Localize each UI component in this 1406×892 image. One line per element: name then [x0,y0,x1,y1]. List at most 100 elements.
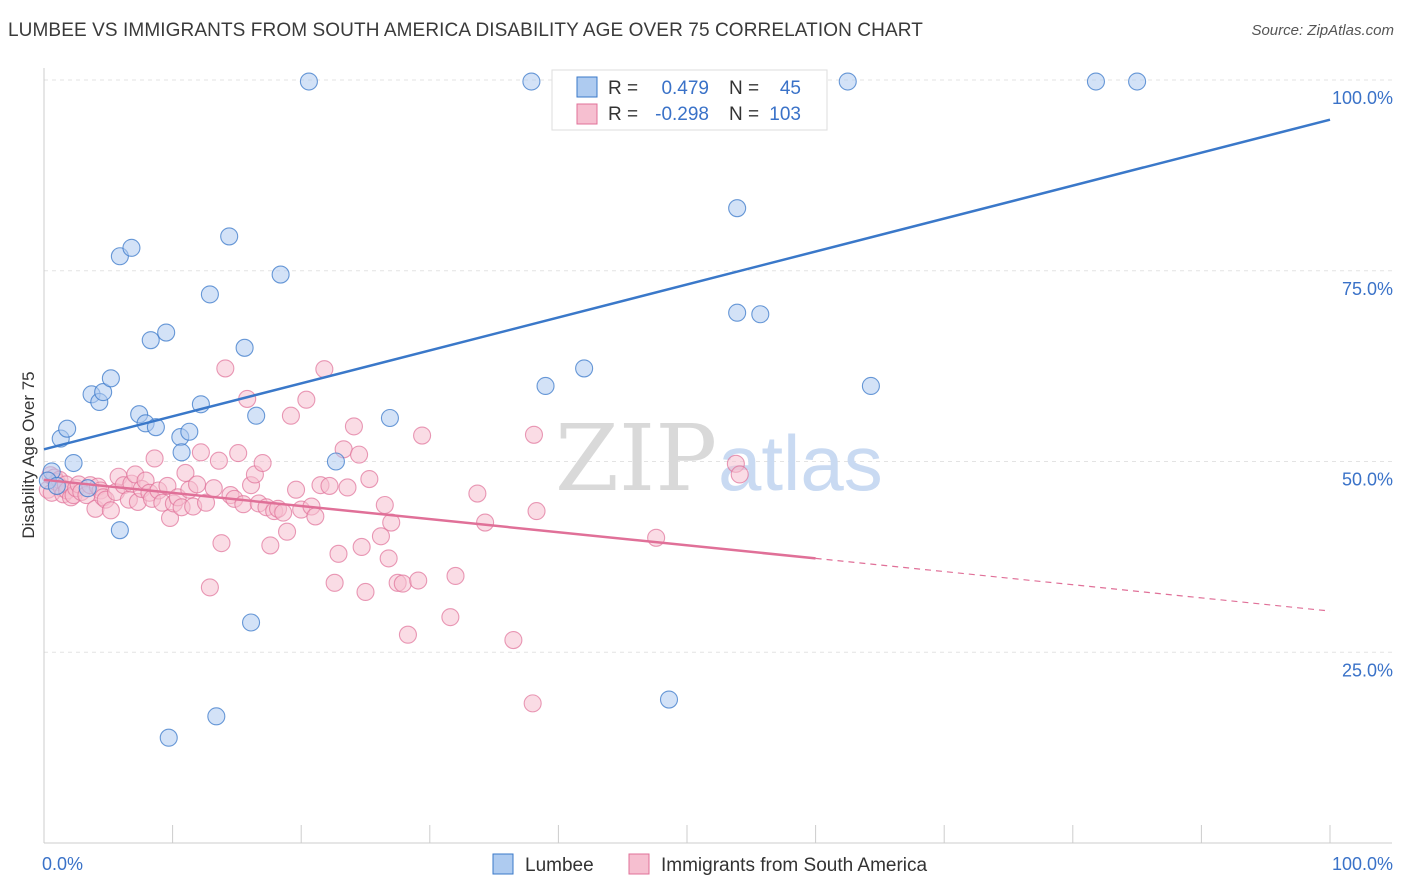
lumbee-point [861,376,880,396]
immigrants-r-value: -0.298 [655,104,709,125]
lumbee-points [38,72,1147,747]
immigrants-point [476,513,495,532]
lumbee-n-label: N = [729,78,759,99]
immigrants-point [413,426,432,445]
lumbee-point [1128,72,1147,91]
lumbee-point [101,369,120,388]
y-tick-label: 50.0% [1342,470,1393,490]
lumbee-point [751,305,770,324]
immigrants-point [344,417,363,436]
chart-title: LUMBEE VS IMMIGRANTS FROM SOUTH AMERICA … [8,20,923,41]
x-tick-label: 0.0% [42,854,83,874]
lumbee-point [728,303,747,322]
series-legend: Lumbee Immigrants from South America [492,853,928,876]
immigrants-point [379,549,398,568]
immigrants-bottom-swatch [628,853,650,875]
lumbee-r-value: 0.479 [661,78,709,99]
lumbee-point [326,452,345,471]
immigrants-point [229,444,248,463]
immigrants-n-value: 103 [769,104,801,125]
lumbee-bottom-label: Lumbee [525,855,594,876]
source-credit: Source: ZipAtlas.com [1251,22,1394,39]
y-axis-label: Disability Age Over 75 [19,371,38,538]
lumbee-legend-swatch [576,76,598,98]
immigrants-point [253,453,272,473]
immigrants-point [398,625,417,644]
immigrants-point [446,566,465,586]
lumbee-point [64,453,83,473]
immigrants-point [297,390,316,409]
immigrants-point [375,495,394,515]
immigrants-bottom-label: Immigrants from South America [661,855,928,876]
immigrants-point [187,475,207,494]
lumbee-point [536,376,555,396]
immigrants-point [101,501,120,520]
immigrants-trend-line [43,478,816,560]
immigrants-point [287,480,306,499]
lumbee-point [299,72,318,91]
immigrants-point [209,451,228,470]
lumbee-point [380,408,399,428]
immigrants-point [468,484,487,503]
x-tick-label: 100.0% [1332,854,1393,874]
lumbee-point [247,406,266,425]
lumbee-point [271,265,290,284]
immigrants-point [176,463,195,482]
immigrants-point [320,476,339,495]
lumbee-point [172,443,191,462]
immigrants-point [216,359,235,378]
lumbee-point [207,707,226,726]
immigrants-point [325,573,344,592]
immigrants-point [204,479,223,498]
lumbee-point [659,690,679,709]
lumbee-n-value: 45 [780,78,801,99]
immigrants-n-label: N = [729,104,759,125]
y-tick-label: 100.0% [1332,88,1393,108]
immigrants-point [523,694,542,713]
immigrants-point [261,536,280,555]
x-tick-labels: 0.0% 100.0% [42,854,1393,874]
axes [43,68,1392,844]
lumbee-bottom-swatch [492,853,514,875]
immigrants-point [360,469,379,489]
immigrants-point [212,534,231,553]
immigrants-point [196,493,216,512]
immigrants-point [393,574,412,593]
y-tick-label: 25.0% [1342,660,1393,680]
immigrants-point [524,425,544,444]
gridlines [44,79,1392,653]
lumbee-point [1086,72,1105,91]
lumbee-point [220,227,239,246]
lumbee-point [122,238,141,257]
lumbee-point [180,422,199,441]
immigrants-trend-extension [815,557,1331,612]
lumbee-point [58,419,77,438]
immigrants-point [441,608,460,627]
immigrants-point [191,443,210,462]
immigrants-point [274,503,293,522]
lumbee-point [78,479,97,498]
lumbee-point [728,199,747,218]
immigrants-point [338,478,357,497]
lumbee-point [94,383,113,402]
immigrants-point [158,476,177,495]
immigrants-point [730,465,749,484]
immigrants-point [356,582,375,602]
watermark-atlas: atlas [718,419,883,507]
immigrants-legend-swatch [576,103,598,125]
watermark: ZIP atlas [555,405,883,512]
y-tick-label: 75.0% [1342,279,1393,299]
lumbee-point [235,338,254,357]
immigrants-point [409,571,428,590]
lumbee-point [110,521,129,540]
watermark-zip: ZIP [555,405,717,512]
y-tick-labels: 25.0% 50.0% 75.0% 100.0% [1332,88,1393,680]
lumbee-point [141,331,160,350]
trend-lines [43,118,1331,612]
immigrants-point [145,449,164,468]
immigrants-point [278,522,297,541]
immigrants-point [281,406,300,425]
immigrants-point [527,502,546,521]
lumbee-point [157,323,176,342]
